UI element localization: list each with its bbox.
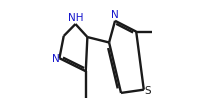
Text: N: N [111, 10, 119, 20]
Text: N: N [52, 54, 60, 64]
Text: NH: NH [68, 13, 83, 23]
Text: S: S [144, 85, 151, 95]
